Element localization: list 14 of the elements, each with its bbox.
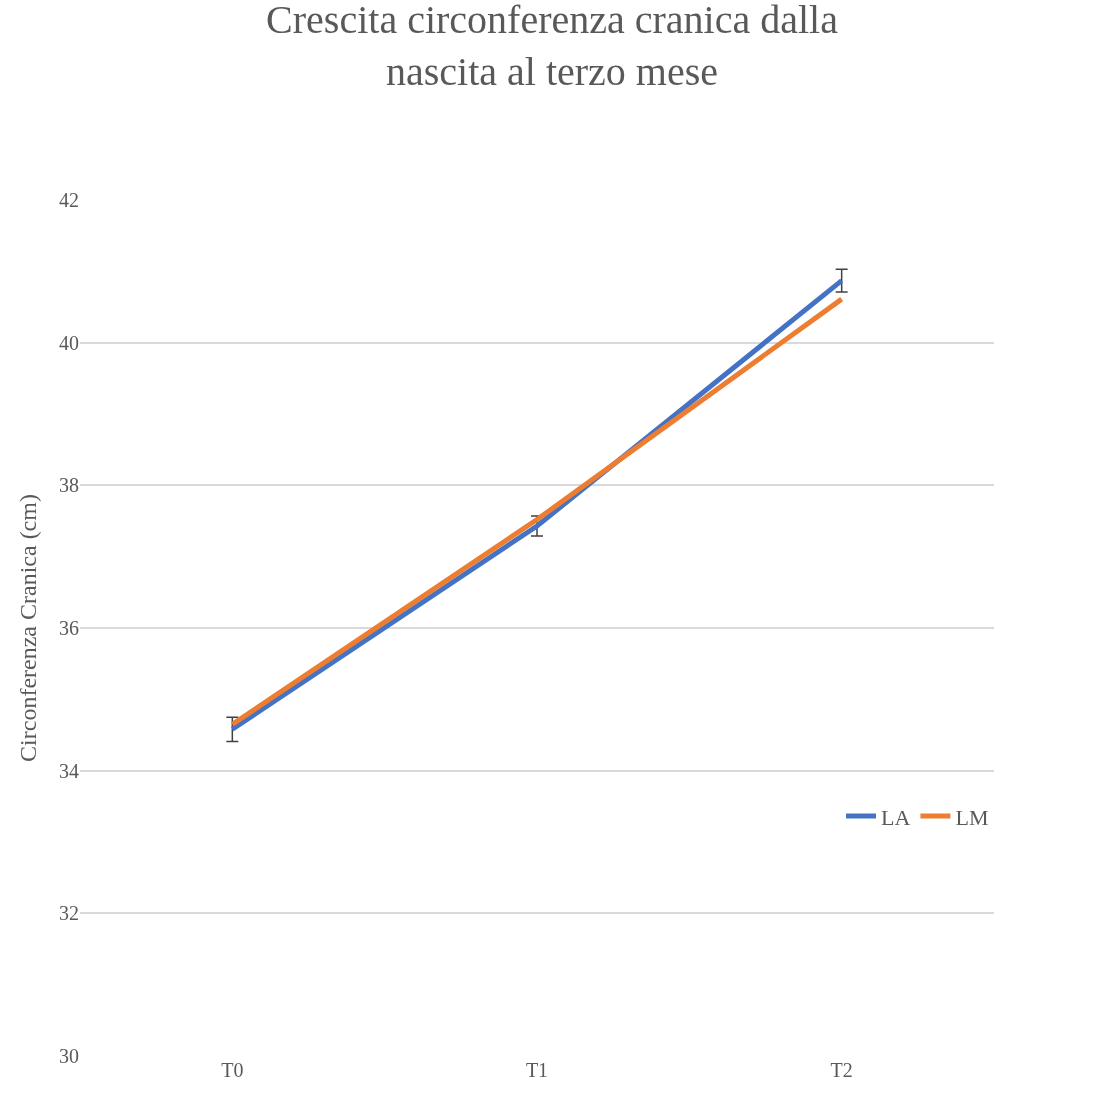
legend-label: LA — [881, 804, 911, 830]
y-tick-label: 34 — [59, 759, 79, 782]
y-axis-title: Circonferenza Cranica (cm) — [15, 494, 42, 762]
y-tick-label: 30 — [59, 1045, 79, 1067]
y-tick-label: 38 — [59, 474, 79, 497]
y-tick-label: 36 — [59, 617, 79, 639]
y-tick-label: 40 — [59, 331, 79, 354]
legend-label: LM — [955, 804, 989, 830]
x-tick-label: T2 — [830, 1059, 853, 1081]
x-tick-label: T0 — [221, 1059, 244, 1081]
chart-title: Crescita circonferenza cranica dalla nascita al terzo mese — [266, 0, 839, 95]
y-tick-label: 42 — [59, 189, 79, 211]
y-tick-label: 32 — [59, 902, 79, 925]
x-tick-label: T1 — [525, 1059, 549, 1081]
